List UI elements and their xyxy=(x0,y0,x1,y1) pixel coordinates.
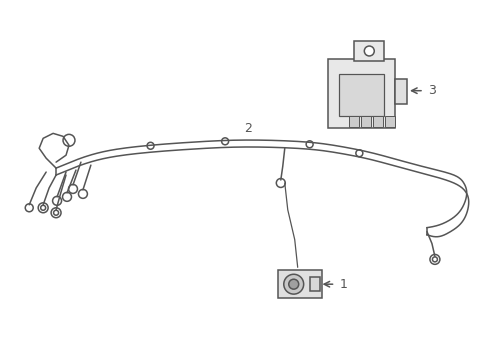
Circle shape xyxy=(284,274,304,294)
Circle shape xyxy=(69,184,77,193)
Circle shape xyxy=(38,203,48,213)
FancyBboxPatch shape xyxy=(354,41,384,61)
Circle shape xyxy=(430,255,440,264)
Circle shape xyxy=(356,150,363,157)
FancyBboxPatch shape xyxy=(310,277,319,291)
Circle shape xyxy=(306,141,313,148)
FancyBboxPatch shape xyxy=(327,59,395,129)
Circle shape xyxy=(51,208,61,218)
Circle shape xyxy=(433,257,438,262)
Circle shape xyxy=(276,179,285,188)
Circle shape xyxy=(53,210,59,215)
FancyBboxPatch shape xyxy=(340,74,384,116)
FancyBboxPatch shape xyxy=(385,116,395,127)
Circle shape xyxy=(221,138,229,145)
FancyBboxPatch shape xyxy=(395,79,407,104)
Circle shape xyxy=(78,189,87,198)
FancyBboxPatch shape xyxy=(349,116,359,127)
Circle shape xyxy=(63,192,72,201)
FancyBboxPatch shape xyxy=(361,116,371,127)
Text: 1: 1 xyxy=(340,278,347,291)
Circle shape xyxy=(25,204,33,212)
Circle shape xyxy=(365,46,374,56)
FancyBboxPatch shape xyxy=(278,270,321,298)
Circle shape xyxy=(52,196,62,205)
Text: 3: 3 xyxy=(428,84,436,97)
Circle shape xyxy=(63,134,75,146)
FancyBboxPatch shape xyxy=(373,116,383,127)
Circle shape xyxy=(289,279,299,289)
Circle shape xyxy=(147,142,154,149)
Circle shape xyxy=(41,205,46,210)
Text: 2: 2 xyxy=(244,122,252,135)
